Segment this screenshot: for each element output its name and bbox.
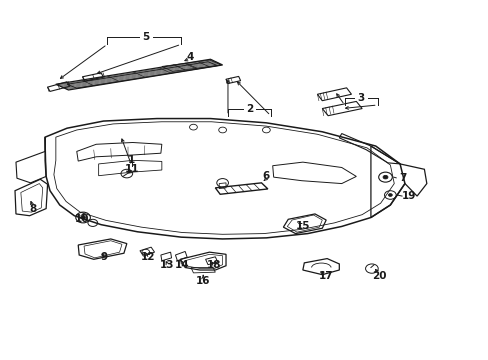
Text: 7: 7 xyxy=(398,173,406,183)
Text: 19: 19 xyxy=(401,191,415,201)
Text: 1: 1 xyxy=(128,156,135,165)
Text: 9: 9 xyxy=(101,252,108,262)
Circle shape xyxy=(387,194,391,197)
Text: 18: 18 xyxy=(206,260,221,270)
Circle shape xyxy=(81,216,85,219)
Text: 5: 5 xyxy=(142,32,149,42)
Text: 11: 11 xyxy=(124,164,139,174)
Text: 17: 17 xyxy=(318,271,333,281)
Text: 6: 6 xyxy=(262,171,269,181)
Text: 3: 3 xyxy=(357,93,364,103)
Circle shape xyxy=(382,175,387,179)
Text: 10: 10 xyxy=(74,214,89,224)
Text: 14: 14 xyxy=(175,260,189,270)
Text: 16: 16 xyxy=(196,276,210,286)
Text: 4: 4 xyxy=(186,52,193,62)
Text: 13: 13 xyxy=(159,260,174,270)
Text: 20: 20 xyxy=(372,271,386,281)
Text: 15: 15 xyxy=(295,221,309,231)
Text: 12: 12 xyxy=(141,252,155,262)
Text: 8: 8 xyxy=(29,204,37,214)
Text: 2: 2 xyxy=(245,104,252,113)
